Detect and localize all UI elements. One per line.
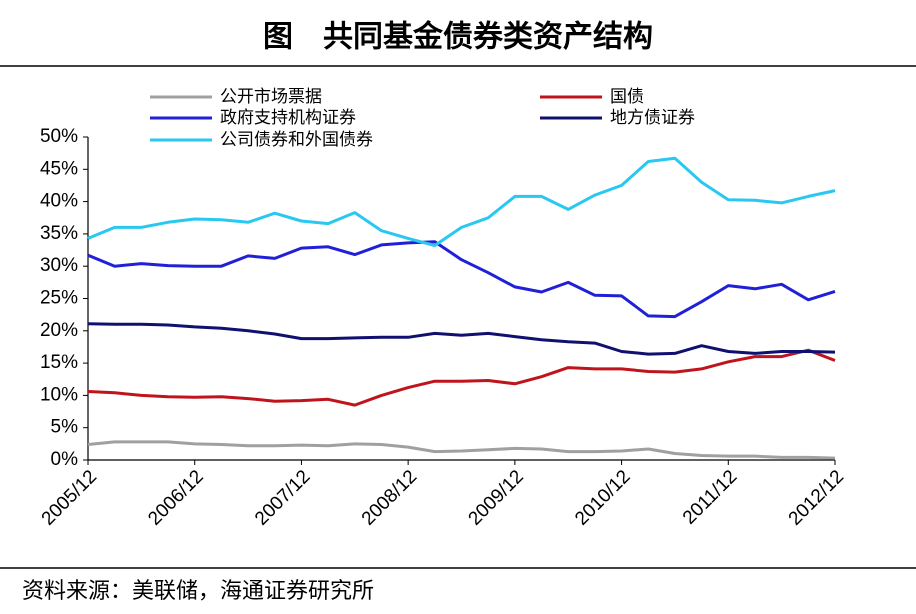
x-tick-label: 2007/12 (251, 466, 314, 529)
y-tick-label: 0% (51, 449, 79, 470)
source-note: 资料来源：美联储，海通证券研究所 (22, 579, 374, 604)
y-tick-label: 10% (40, 384, 78, 405)
x-tick-label: 2010/12 (571, 466, 634, 529)
legend-label: 公开市场票据 (220, 87, 322, 107)
y-tick-label: 50% (40, 126, 78, 147)
x-tick-label: 2005/12 (38, 466, 101, 529)
series-line (87, 156, 836, 247)
y-tick-label: 5% (51, 417, 79, 438)
y-tick-label: 15% (40, 352, 78, 373)
y-tick-label: 30% (40, 255, 78, 276)
x-tick-label: 2006/12 (144, 466, 207, 529)
x-tick-label: 2009/12 (465, 466, 528, 529)
chart-title: 图 共同基金债券类资产结构 (263, 20, 653, 55)
y-tick-label: 45% (40, 158, 78, 179)
legend-label: 地方债证券 (610, 108, 695, 128)
x-tick-label: 2011/12 (679, 466, 741, 528)
series-line (87, 440, 836, 460)
y-tick-label: 35% (40, 223, 78, 244)
y-tick-label: 25% (40, 288, 78, 309)
y-tick-label: 40% (40, 191, 78, 212)
legend-label: 政府支持机构证券 (220, 108, 356, 128)
legend-label: 国债 (610, 87, 644, 107)
series-line (87, 348, 836, 407)
x-tick-label: 2012/12 (785, 466, 848, 529)
series-line (87, 240, 836, 319)
x-tick-label: 2008/12 (358, 466, 421, 529)
series-line (87, 322, 836, 356)
y-tick-label: 20% (40, 320, 78, 341)
legend-label: 公司债券和外国债券 (220, 130, 373, 150)
